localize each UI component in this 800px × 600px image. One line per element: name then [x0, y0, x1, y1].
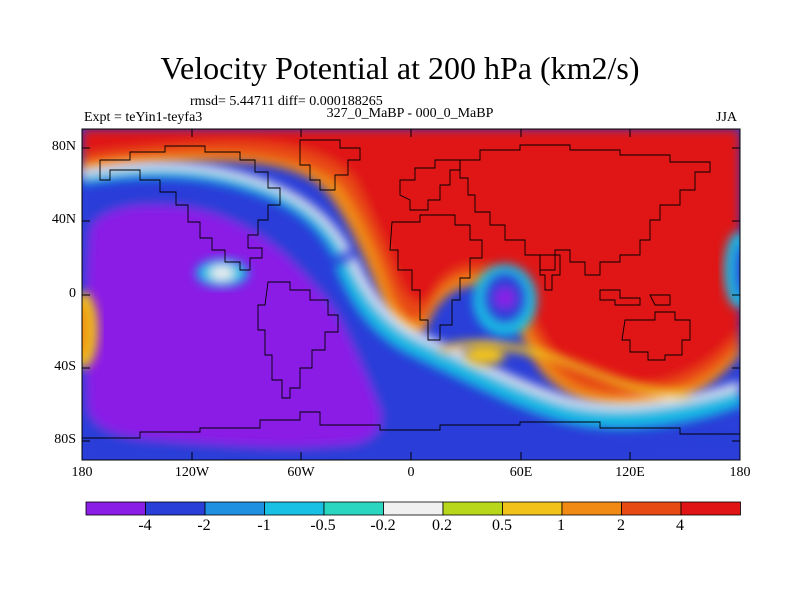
colorbar-label: 4 — [676, 517, 684, 534]
lat-label-80s: 80S — [54, 432, 76, 447]
colorbar-swatch — [264, 501, 325, 516]
colorbar-label: 1 — [557, 517, 565, 534]
lon-label-180e: 180 — [729, 465, 751, 480]
colorbar-swatch — [502, 501, 563, 516]
colorbar-label: -4 — [138, 517, 152, 534]
colorbar-swatch — [621, 501, 682, 516]
colorbar-swatch — [204, 501, 265, 516]
lat-label-40s: 40S — [54, 359, 76, 374]
colorbar-swatch — [442, 501, 503, 516]
lat-label-0: 0 — [69, 286, 76, 301]
colorbar-swatch — [145, 501, 206, 516]
map-subtitle: 327_0_MaBP - 000_0_MaBP — [326, 106, 494, 121]
season-label: JJA — [716, 110, 738, 125]
colorbar-label: 0.2 — [432, 517, 452, 534]
lon-label-0: 0 — [407, 465, 415, 480]
colorbar-swatch — [323, 501, 384, 516]
colorbar-label: 0.5 — [492, 517, 512, 534]
colorbar-swatch — [680, 501, 741, 516]
colorbar-label: -0.2 — [370, 517, 396, 534]
stats-line: rmsd= 5.44711 diff= 0.000188265 — [190, 94, 383, 109]
coastlines — [82, 139, 740, 439]
velocity-potential-field — [82, 129, 740, 460]
map-title: Velocity Potential at 200 hPa (km2/s) — [160, 50, 640, 86]
lon-label-120w: 120W — [174, 465, 210, 480]
lon-ticks — [191, 129, 631, 460]
colorbar-label: 2 — [617, 517, 625, 534]
colorbar-swatch — [561, 501, 622, 516]
colorbar-label: -1 — [257, 517, 271, 534]
colorbar-swatch — [383, 501, 444, 516]
colorbar-swatch — [85, 501, 146, 516]
lat-ticks — [82, 147, 740, 442]
lat-label-80n: 80N — [51, 139, 76, 154]
colorbar-label: -2 — [197, 517, 211, 534]
lat-label-40n: 40N — [51, 212, 76, 227]
colorbar-label: -0.5 — [310, 517, 336, 534]
lon-label-60w: 60W — [287, 465, 315, 480]
colorbar — [85, 501, 741, 516]
lon-label-60e: 60E — [509, 465, 533, 480]
lon-label-180w: 180 — [71, 465, 93, 480]
experiment-label: Expt = teYin1-teyfa3 — [84, 110, 203, 125]
lon-label-120e: 120E — [615, 465, 645, 480]
